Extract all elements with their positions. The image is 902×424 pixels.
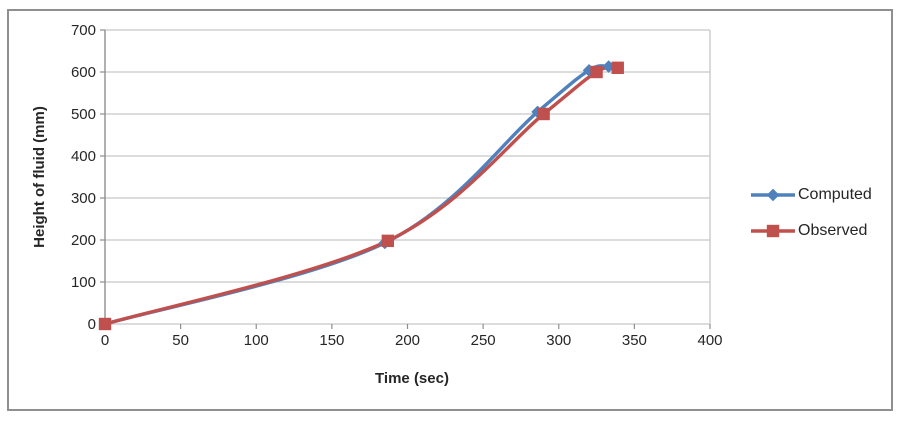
marker-observed	[381, 234, 395, 248]
series-line-computed	[103, 64, 611, 326]
legend-item-observed: Observed	[750, 221, 867, 241]
data-series	[98, 60, 624, 331]
x-tick-label: 50	[172, 332, 189, 349]
axes	[100, 29, 711, 329]
computed-line-diamond-icon	[750, 187, 796, 203]
y-tick-label: 400	[71, 148, 96, 165]
y-tick-label: 600	[71, 64, 96, 81]
y-tick-label: 500	[71, 106, 96, 123]
chart-frame	[7, 9, 893, 411]
x-tick-label: 250	[471, 332, 496, 349]
y-tick-label: 200	[71, 232, 96, 249]
legend-marker	[766, 188, 780, 202]
y-tick-label: 0	[88, 316, 96, 333]
legend-marker	[766, 224, 780, 238]
observed-line-square-icon	[750, 223, 796, 239]
y-axis-title: Height of fluid (mm)	[31, 106, 48, 248]
marker-observed	[590, 65, 603, 79]
x-tick-label: 200	[395, 332, 420, 349]
series-line-observed	[103, 65, 620, 326]
y-tick-label: 700	[71, 22, 96, 39]
x-axis-title: Time (sec)	[375, 370, 449, 387]
y-tick-label: 100	[71, 274, 96, 291]
x-tick-label: 350	[622, 332, 647, 349]
x-tick-label: 300	[546, 332, 571, 349]
marker-observed	[611, 61, 624, 74]
x-tick-label: 400	[697, 332, 722, 349]
y-tick-label: 300	[71, 190, 96, 207]
x-tick-label: 100	[244, 332, 269, 349]
x-tick-label: 0	[101, 332, 109, 349]
marker-observed	[537, 107, 550, 121]
legend-label: Computed	[798, 186, 872, 203]
legend-item-computed: Computed	[750, 185, 872, 205]
x-tick-label: 150	[319, 332, 344, 349]
gridlines	[105, 29, 711, 325]
tick-labels: 0 50 100 150 200 250 300 350 400 0 100 200 300 400 500…	[71, 22, 723, 349]
legend-label: Observed	[798, 222, 868, 239]
marker-observed	[98, 317, 112, 331]
